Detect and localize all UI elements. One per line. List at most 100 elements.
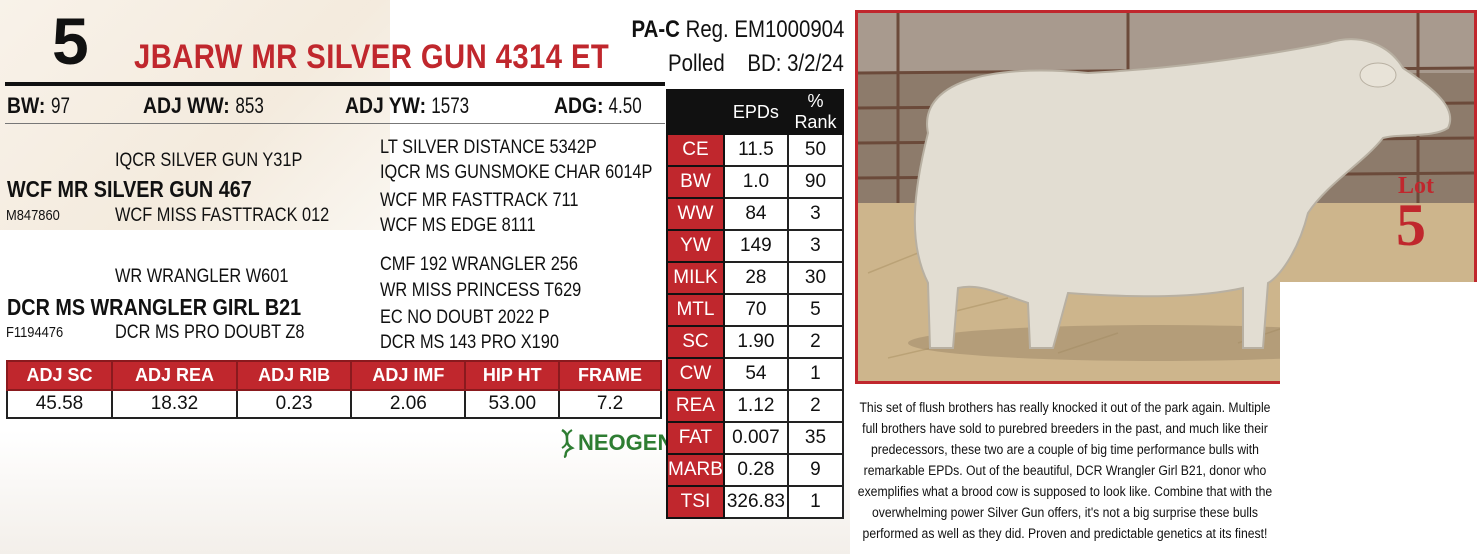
weight-adg: ADG: 4.50 [553, 93, 642, 118]
perf-value: 18.32 [110, 389, 239, 419]
weights-underline [5, 123, 665, 124]
registration-line: PA-C Reg. EM1000904 [631, 16, 844, 44]
weight-adj-yw: ADJ YW: 1573 [345, 93, 470, 118]
perf-value: 0.23 [235, 389, 353, 419]
epd-rank: 3 [786, 229, 845, 263]
epd-value: 1.90 [722, 325, 789, 359]
epd-rank: 1 [786, 357, 845, 391]
epd-row: BW 1.0 90 [666, 165, 845, 199]
perf-value: 45.58 [6, 389, 113, 419]
weight-bw: BW: 97 [7, 93, 70, 118]
perf-header: ADJ SC [6, 360, 113, 391]
epd-table: EPDs % Rank CE 11.5 50 BW 1.0 90 WW 84 3 YW 149… [666, 89, 845, 519]
epd-header-rank: % Rank [786, 89, 845, 135]
pedigree-dds: EC NO DOUBT 2022 P [380, 307, 550, 328]
epd-row: FAT 0.007 35 [666, 421, 845, 455]
epd-trait: MARB [666, 453, 725, 487]
epd-value: 54 [722, 357, 789, 391]
perf-value: 7.2 [558, 389, 662, 419]
epd-header-blank [666, 89, 725, 135]
epd-value: 149 [722, 229, 789, 263]
epd-row: WW 84 3 [666, 197, 845, 231]
epd-trait: CW [666, 357, 725, 391]
photo-mask [1280, 282, 1480, 554]
description-text: This set of flush brothers has really kn… [857, 400, 1273, 542]
epd-trait: FAT [666, 421, 725, 455]
performance-table: ADJ SC ADJ REA ADJ RIB ADJ IMF HIP HT FR… [6, 360, 662, 419]
epd-trait: WW [666, 197, 725, 231]
epd-row: MILK 28 30 [666, 261, 845, 295]
epd-rank: 1 [786, 485, 845, 519]
epd-trait: REA [666, 389, 725, 423]
epd-value: 326.83 [722, 485, 789, 519]
epd-value: 0.28 [722, 453, 789, 487]
pedigree-dss: CMF 192 WRANGLER 256 [380, 254, 578, 275]
reg-label: Reg. [685, 16, 729, 43]
epd-row: SC 1.90 2 [666, 325, 845, 359]
neogen-logo: NEOGEN [558, 428, 673, 458]
epd-value: 1.12 [722, 389, 789, 423]
perf-value: 2.06 [350, 389, 467, 419]
epd-trait: SC [666, 325, 725, 359]
pedigree-ddd: DCR MS 143 PRO X190 [380, 332, 559, 353]
pedigree-dam-dam: DCR MS PRO DOUBT Z8 [115, 322, 305, 343]
perf-header: ADJ IMF [350, 360, 467, 391]
weight-adj-ww: ADJ WW: 853 [142, 93, 264, 118]
epd-rank: 30 [786, 261, 845, 295]
epd-header-epds: EPDs [722, 89, 789, 135]
reg-number: EM1000904 [733, 16, 844, 43]
epd-row: YW 149 3 [666, 229, 845, 263]
photo-lot-label: Lot [1398, 173, 1434, 199]
epd-row: CE 11.5 50 [666, 133, 845, 167]
bd-label: BD: [747, 50, 782, 77]
performance-value-row: 45.58 18.32 0.23 2.06 53.00 7.2 [6, 389, 662, 419]
epd-trait: BW [666, 165, 725, 199]
pedigree-sire: WCF MR SILVER GUN 467 [7, 176, 252, 202]
epd-rank: 3 [786, 197, 845, 231]
pedigree-sds: WCF MR FASTTRACK 711 [380, 190, 579, 211]
epd-rank: 90 [786, 165, 845, 199]
pedigree-ssd: IQCR MS GUNSMOKE CHAR 6014P [380, 162, 653, 183]
pedigree-sire-dam: WCF MISS FASTTRACK 012 [115, 205, 330, 226]
epd-trait: CE [666, 133, 725, 167]
epd-value: 1.0 [722, 165, 789, 199]
pedigree-dam: DCR MS WRANGLER GIRL B21 [7, 294, 302, 320]
epd-rank: 2 [786, 389, 845, 423]
epd-value: 0.007 [722, 421, 789, 455]
dna-helix-icon [561, 428, 575, 458]
background-texture [0, 0, 390, 230]
lot-number: 5 [52, 4, 89, 78]
pedigree-sdd: WCF MS EDGE 8111 [380, 215, 536, 236]
epd-rank: 9 [786, 453, 845, 487]
epd-value: 84 [722, 197, 789, 231]
epd-row: MTL 70 5 [666, 293, 845, 327]
epd-header-row: EPDs % Rank [666, 89, 845, 135]
breed-code: PA-C [631, 16, 680, 43]
pedigree-sire-reg: M847860 [6, 207, 60, 224]
header-rule [5, 82, 665, 86]
pedigree-sss: LT SILVER DISTANCE 5342P [380, 137, 597, 158]
perf-header: FRAME [558, 360, 662, 391]
epd-row: MARB 0.28 9 [666, 453, 845, 487]
pedigree-sire-sire: IQCR SILVER GUN Y31P [115, 150, 303, 171]
perf-header: ADJ REA [110, 360, 239, 391]
performance-header-row: ADJ SC ADJ REA ADJ RIB ADJ IMF HIP HT FR… [6, 360, 662, 391]
perf-header: ADJ RIB [235, 360, 353, 391]
weights-row: BW: 97 ADJ WW: 853 ADJ YW: 1573 ADG: 4.5… [7, 90, 659, 122]
pedigree-dsd: WR MISS PRINCESS T629 [380, 280, 582, 301]
perf-header: HIP HT [464, 360, 561, 391]
polled-status: Polled [668, 50, 725, 77]
perf-value: 53.00 [464, 389, 561, 419]
epd-value: 28 [722, 261, 789, 295]
epd-rank: 50 [786, 133, 845, 167]
epd-value: 70 [722, 293, 789, 327]
epd-row: REA 1.12 2 [666, 389, 845, 423]
epd-trait: TSI [666, 485, 725, 519]
polled-birthdate-line: Polled BD: 3/2/24 [668, 50, 844, 78]
epd-trait: MTL [666, 293, 725, 327]
neogen-logo-text: NEOGEN [578, 430, 674, 455]
epd-row: CW 54 1 [666, 357, 845, 391]
photo-lot-number: 5 [1396, 192, 1426, 258]
epd-value: 11.5 [722, 133, 789, 167]
pedigree-dam-sire: WR WRANGLER W601 [115, 266, 289, 287]
